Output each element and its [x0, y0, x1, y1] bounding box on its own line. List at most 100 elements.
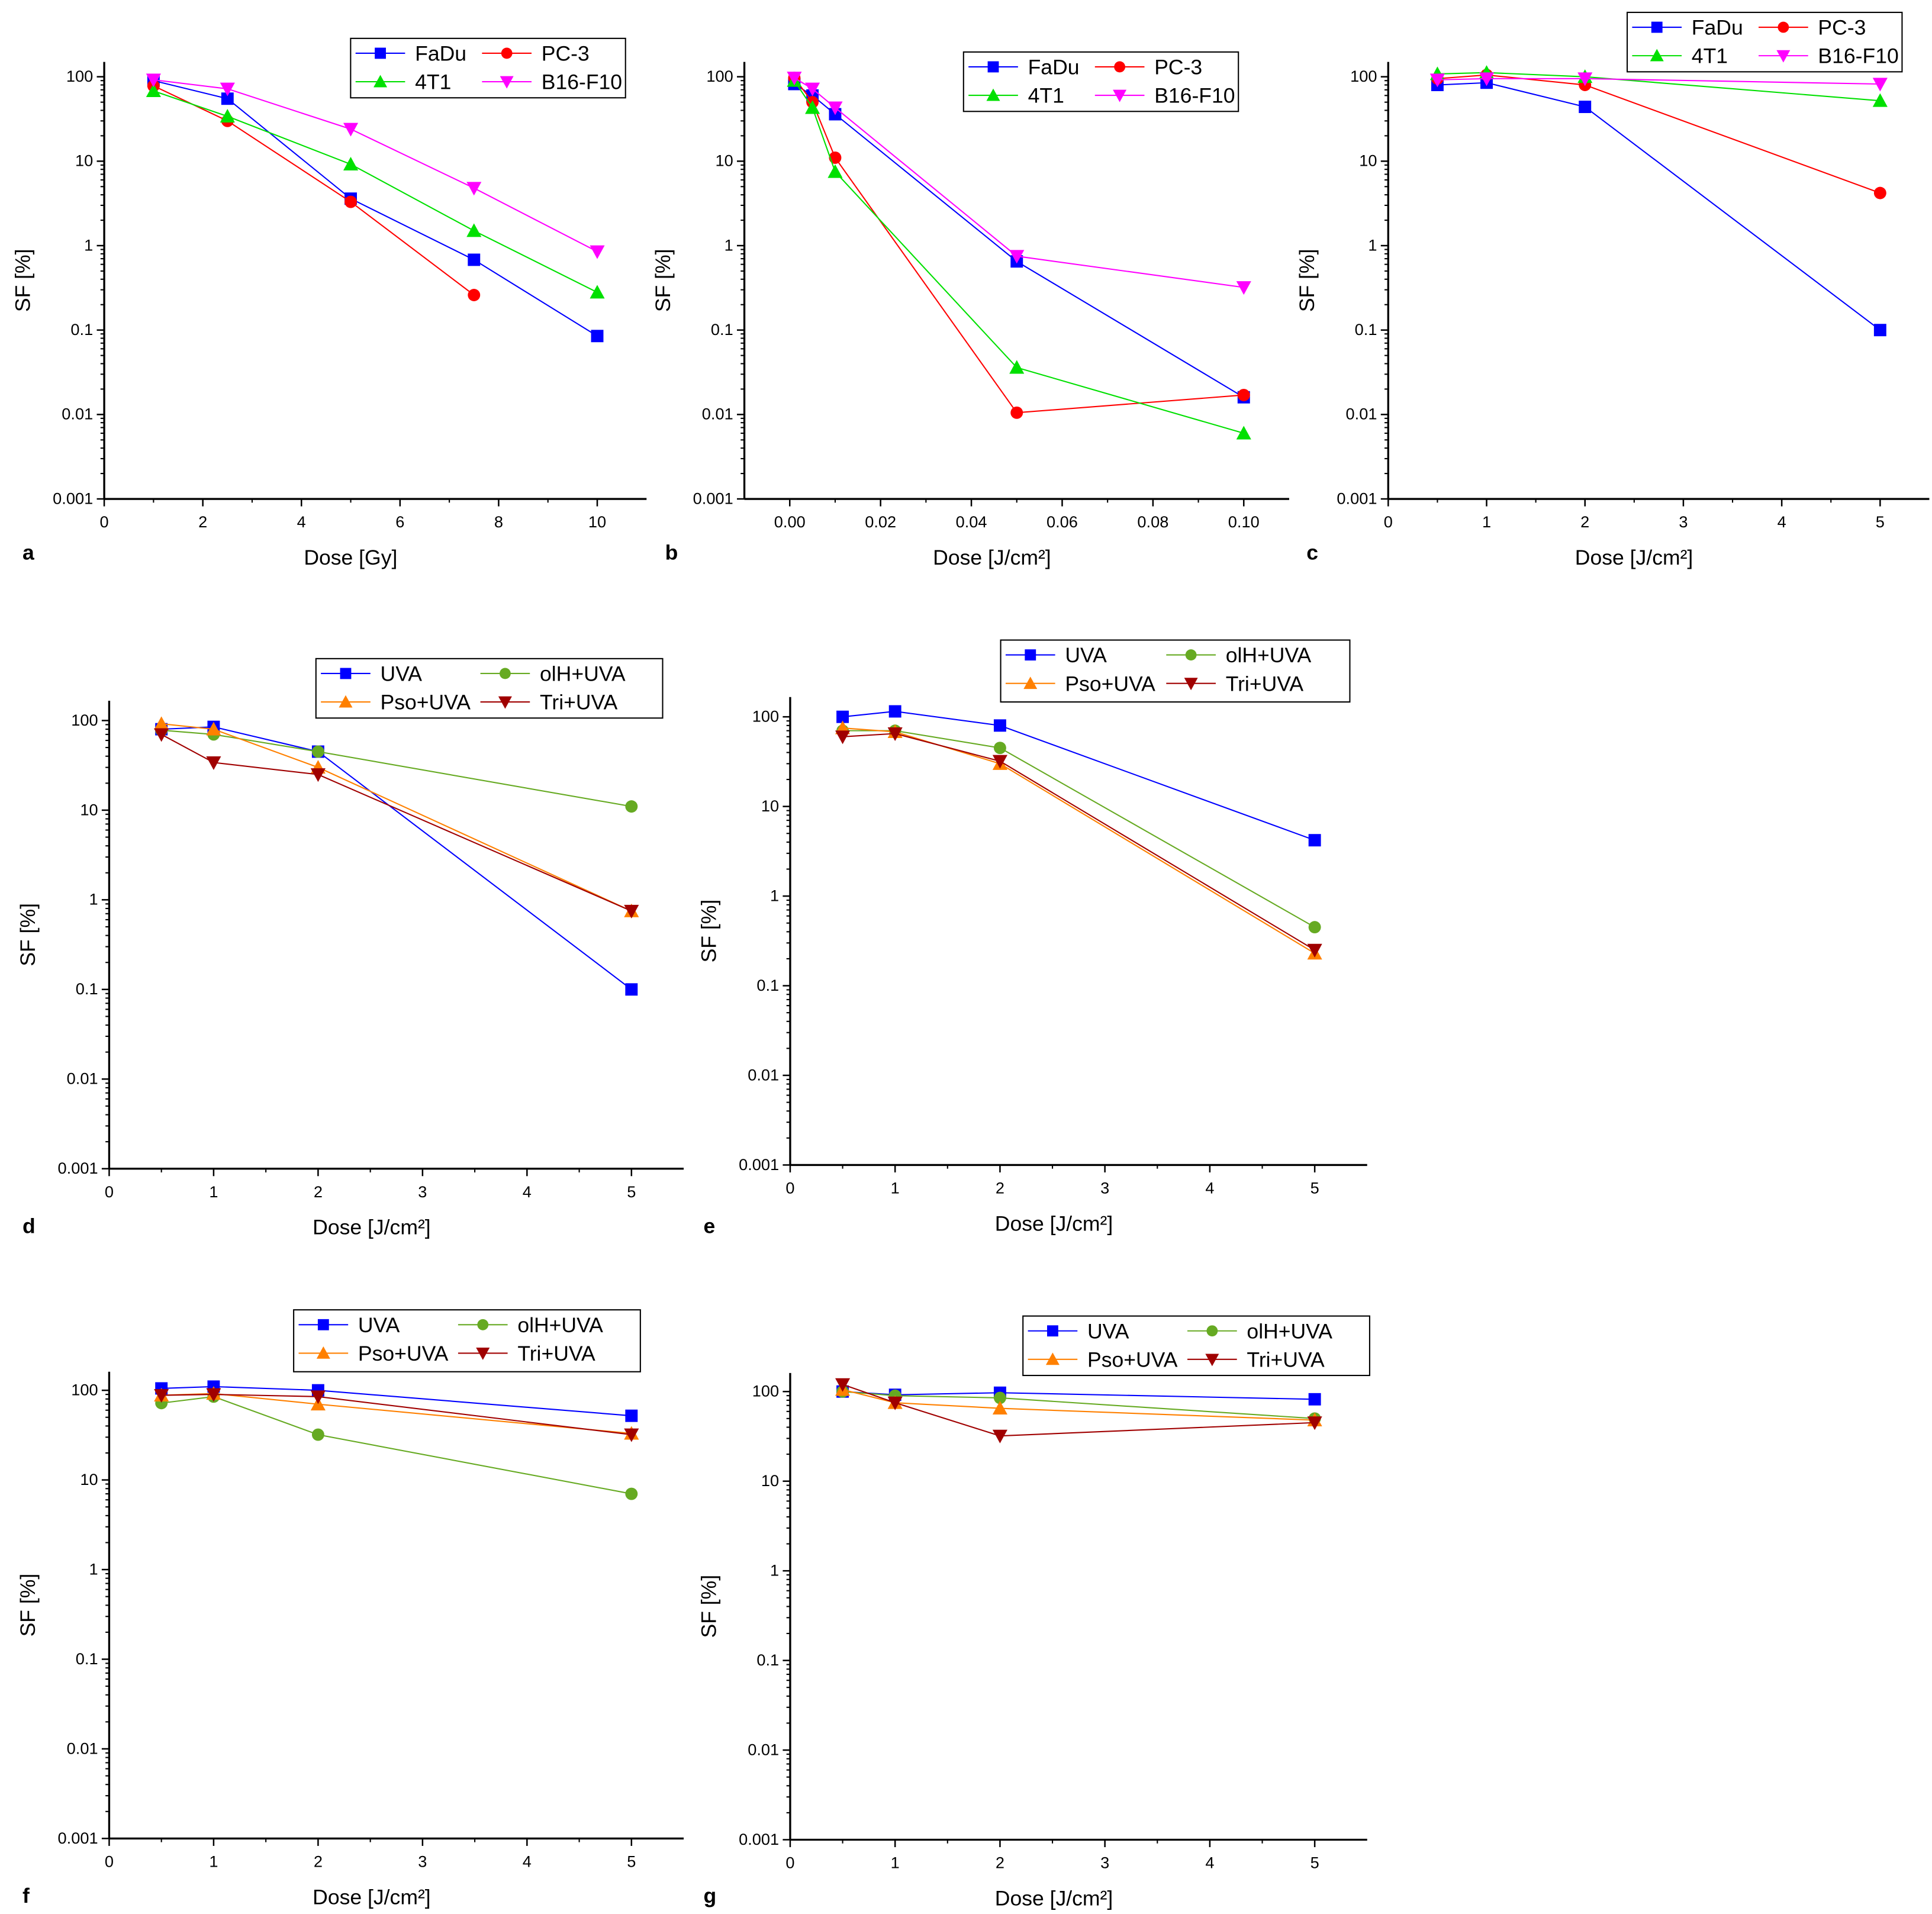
x-tick-label: 0	[105, 1182, 114, 1201]
data-point	[1308, 921, 1321, 934]
y-tick-label: 100	[71, 1381, 98, 1399]
y-tick-label: 0.1	[76, 1649, 98, 1668]
series-FaDu	[788, 78, 1250, 404]
x-tick-label: 0.00	[774, 513, 806, 531]
series-line	[161, 1393, 632, 1435]
data-point	[591, 330, 604, 343]
legend-entry: PC-3	[482, 42, 590, 66]
legend-marker	[340, 668, 352, 679]
y-tick-label: 10	[80, 800, 98, 819]
series-line	[842, 733, 1315, 951]
legend-marker	[1025, 649, 1036, 661]
series-4T1	[787, 73, 1251, 440]
y-tick-label: 0.01	[62, 405, 93, 423]
panel-label: d	[22, 1214, 36, 1238]
legend-label: olH+UVA	[1226, 643, 1312, 667]
legend: FaDu PC-3 4T1 B16-F10	[1627, 11, 1903, 73]
series-Tri+UVA	[835, 1378, 1322, 1443]
x-tick-label: 2	[198, 513, 207, 531]
series-line	[161, 729, 632, 807]
panel-label: a	[22, 541, 34, 565]
legend-label: B16-F10	[542, 70, 622, 94]
series-PC-3	[147, 79, 481, 301]
legend-marker	[1185, 649, 1197, 661]
series-B16-F10	[146, 73, 605, 259]
data-point	[625, 1409, 638, 1422]
data-point	[1308, 1393, 1321, 1406]
y-tick-label: 10	[761, 1471, 779, 1490]
legend-entry: UVA	[1005, 643, 1107, 667]
x-tick-label: 3	[418, 1182, 427, 1201]
legend-label: FaDu	[415, 42, 466, 66]
x-tick-label: 2	[996, 1854, 1004, 1872]
data-point	[1307, 943, 1322, 958]
y-tick-label: 0.001	[693, 489, 733, 507]
data-point	[625, 1487, 638, 1500]
y-tick-label: 0.01	[748, 1065, 779, 1084]
series-B16-F10	[1429, 72, 1888, 92]
series-line	[794, 83, 1244, 398]
data-point	[1237, 389, 1250, 401]
legend-label: FaDu	[1692, 16, 1743, 40]
x-axis-title: Dose [J/cm²]	[313, 1216, 430, 1239]
series-UVA	[836, 705, 1321, 847]
panel-c: 0.001 0.01 0.1 1 10 100 0 1 2 3 4 5 Dose [J/cm²] SF […	[1295, 11, 1930, 569]
data-point	[1577, 72, 1593, 86]
y-tick-label: 0.001	[739, 1155, 779, 1174]
panel-g: 0.001 0.01 0.1 1 10 100 0 1 2 3 4 5 Dose [J/cm²] SF […	[697, 1315, 1370, 1910]
data-point	[829, 151, 842, 164]
legend: UVA olH+UVA Pso+UVA Tri+UVA	[293, 1309, 641, 1372]
series-line	[161, 723, 632, 912]
data-point	[805, 82, 820, 96]
data-point	[827, 164, 843, 178]
legend-entry: 4T1	[1632, 44, 1728, 68]
series-olH+UVA	[155, 724, 638, 813]
x-axis-title: Dose [J/cm²]	[995, 1886, 1113, 1910]
x-tick-label: 0.10	[1228, 513, 1260, 531]
legend-box	[1022, 1315, 1370, 1377]
series-line	[161, 726, 632, 990]
y-tick-label: 10	[1359, 152, 1377, 170]
data-point	[993, 1391, 1006, 1404]
legend-entry: Tri+UVA	[480, 691, 618, 714]
series-line	[161, 1385, 632, 1417]
y-tick-label: 0.1	[711, 320, 733, 339]
legend-marker	[1047, 1325, 1058, 1337]
data-point	[787, 72, 802, 86]
legend: UVA olH+UVA Pso+UVA Tri+UVA	[1022, 1315, 1370, 1377]
y-tick-label: 0.01	[748, 1740, 779, 1758]
data-point	[993, 719, 1006, 732]
data-point	[590, 285, 605, 299]
x-axis-title: Dose [Gy]	[304, 546, 397, 569]
legend-marker	[500, 76, 514, 89]
x-tick-label: 2	[1580, 513, 1589, 531]
y-axis-title: SF [%]	[11, 249, 35, 312]
legend-marker	[1184, 678, 1198, 691]
legend-marker	[1650, 49, 1664, 62]
legend-entry: Tri+UVA	[1187, 1348, 1325, 1371]
data-point	[1873, 186, 1886, 199]
series-Tri+UVA	[154, 728, 639, 919]
data-point	[468, 253, 481, 266]
y-tick-label: 100	[66, 67, 93, 85]
data-point	[1872, 93, 1888, 107]
x-tick-label: 6	[395, 513, 404, 531]
data-point	[220, 82, 235, 96]
series-line	[842, 1384, 1315, 1437]
series-B16-F10	[787, 72, 1251, 295]
y-tick-label: 0.001	[1337, 489, 1377, 507]
legend-marker	[317, 1319, 329, 1330]
legend-marker	[316, 1346, 330, 1359]
legend-marker	[339, 695, 353, 708]
series-Pso+UVA	[835, 720, 1322, 960]
legend-entry: UVA	[321, 662, 422, 686]
legend-entry: Tri+UVA	[1166, 672, 1303, 695]
y-tick-label: 0.01	[67, 1069, 98, 1088]
y-tick-label: 0.001	[58, 1159, 98, 1177]
series-line	[1437, 78, 1881, 85]
y-axis-title: SF [%]	[1295, 249, 1319, 312]
panel-label: e	[704, 1214, 716, 1238]
x-tick-label: 0	[100, 513, 109, 531]
y-tick-label: 0.1	[1355, 320, 1377, 339]
data-point	[992, 1401, 1007, 1415]
